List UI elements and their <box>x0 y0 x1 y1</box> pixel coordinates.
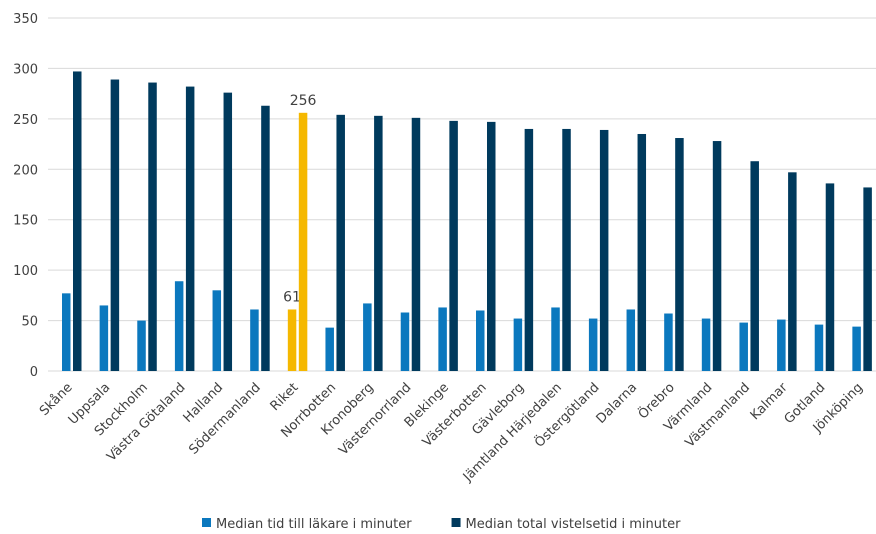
data-label: 61 <box>283 289 301 305</box>
x-tick-label: Dalarna <box>594 380 641 427</box>
bar <box>411 117 421 371</box>
data-label: 256 <box>290 93 317 109</box>
bar <box>110 79 120 371</box>
bar <box>62 293 71 371</box>
y-tick-label: 350 <box>13 12 38 27</box>
bar <box>336 114 345 371</box>
bar <box>701 318 711 371</box>
bar <box>148 82 157 371</box>
bar <box>438 307 447 371</box>
bar <box>637 133 647 371</box>
bar <box>777 319 786 371</box>
legend-label: Median tid till läkare i minuter <box>216 517 412 532</box>
bar <box>825 183 835 371</box>
bar <box>524 128 534 371</box>
bar <box>513 318 523 371</box>
bar <box>374 115 383 372</box>
legend-label: Median total vistelsetid i minuter <box>466 517 682 532</box>
bar <box>261 105 270 371</box>
bar <box>739 322 748 371</box>
bar <box>551 307 560 371</box>
bar <box>137 320 146 371</box>
bar <box>363 303 372 371</box>
bar <box>712 141 722 371</box>
bar <box>174 281 184 371</box>
bar <box>73 71 82 371</box>
bar <box>298 112 308 371</box>
bar <box>814 324 824 371</box>
y-tick-label: 300 <box>13 62 38 77</box>
legend-swatch <box>202 518 211 527</box>
bar <box>325 327 334 371</box>
bar <box>185 86 195 371</box>
bar <box>562 128 571 371</box>
bar <box>99 305 109 371</box>
x-tick-label: Riket <box>268 380 302 414</box>
bar <box>750 161 759 371</box>
bar <box>588 318 598 371</box>
bar <box>852 326 861 371</box>
x-tick-label: Östergötland <box>531 379 603 451</box>
bar <box>487 121 496 371</box>
bar <box>400 312 410 371</box>
y-tick-label: 0 <box>30 365 38 380</box>
y-tick-label: 100 <box>13 264 38 279</box>
bar <box>212 290 222 371</box>
y-tick-label: 200 <box>13 163 38 178</box>
y-tick-label: 250 <box>13 113 38 128</box>
bar <box>675 138 684 371</box>
bar <box>599 129 609 371</box>
bar <box>250 309 259 371</box>
bar <box>287 309 297 371</box>
bar <box>223 92 233 372</box>
bar <box>788 172 797 371</box>
y-tick-label: 50 <box>21 315 38 330</box>
bar <box>664 313 673 371</box>
bar <box>449 120 458 371</box>
bar <box>626 309 636 371</box>
legend: Median tid till läkare i minuter Median t… <box>202 517 681 532</box>
bar <box>863 187 872 371</box>
legend-swatch <box>451 518 461 527</box>
y-tick-label: 150 <box>13 214 38 229</box>
bar <box>476 310 485 371</box>
